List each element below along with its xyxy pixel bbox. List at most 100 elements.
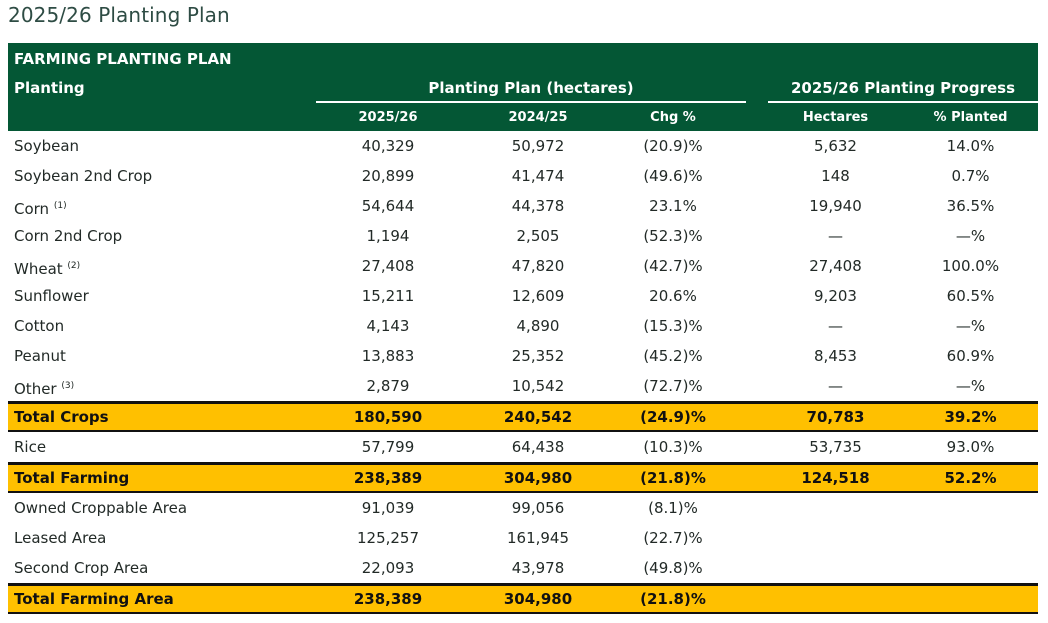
group-header-progress: 2025/26 Planting Progress [790,79,1016,97]
row-label-text: Wheat [14,260,63,278]
total-row: Total Farming Area 238,389 304,980 (21.8)% [8,583,1038,614]
row-label-text: Sunflower [14,287,89,305]
footnote-marker: (1) [53,201,67,211]
row-label-text: Total Farming [14,469,130,487]
planted-hectares: 9,203 [814,287,857,305]
row-label: Second Crop Area [14,553,148,583]
value-2025-26: 2,879 [366,377,410,395]
row-label-text: Owned Croppable Area [14,499,188,517]
row-label: Total Crops [14,404,109,430]
row-label-text: Peanut [14,347,66,365]
row-label-text: Total Farming Area [14,590,174,608]
total-row: Total Farming 238,389 304,980 (21.8)% 124,51… [8,462,1038,493]
table-row: Sunflower 15,211 12,609 20.6% 9,203 60.5% [8,281,1038,311]
value-2024-25: 50,972 [511,137,565,155]
footnote-marker: (2) [67,261,81,271]
row-label-text: Soybean 2nd Crop [14,167,153,185]
value-2024-25: 41,474 [511,167,565,185]
change-pct: (21.8)% [640,469,706,487]
value-2024-25: 47,820 [511,257,565,275]
value-2024-25: 99,056 [511,499,565,517]
change-pct: (8.1)% [648,499,698,517]
value-2024-25: 4,890 [516,317,560,335]
pct-planted: 100.0% [941,257,1000,275]
row-label-text: Corn [14,200,50,218]
row-label-text: Cotton [14,317,65,335]
change-pct: 20.6% [649,287,697,305]
row-label: Soybean [14,131,79,161]
row-label-text: Second Crop Area [14,559,149,577]
row-label-text: Rice [14,438,47,456]
row-label-text: Corn 2nd Crop [14,227,123,245]
pct-planted: —% [955,227,986,245]
change-pct: (20.9)% [643,137,703,155]
table-row: Soybean 2nd Crop 20,899 41,474 (49.6)% 148 0.… [8,161,1038,191]
planted-hectares: — [828,317,843,335]
change-pct: (21.8)% [640,590,706,608]
planted-hectares: 19,940 [809,197,862,215]
row-label: Rice [14,432,46,462]
row-label: Soybean 2nd Crop [14,161,152,191]
table-body: Soybean 40,329 50,972 (20.9)% 5,632 14.0% Soyb… [8,131,1038,614]
table-row: Cotton 4,143 4,890 (15.3)% — —% [8,311,1038,341]
value-2025-26: 91,039 [361,499,415,517]
pct-planted: 36.5% [946,197,995,215]
change-pct: (42.7)% [643,257,703,275]
change-pct: (24.9)% [640,408,706,426]
value-2025-26: 238,389 [353,469,423,487]
change-pct: (45.2)% [643,347,703,365]
planted-hectares: — [828,377,843,395]
value-2024-25: 44,378 [511,197,565,215]
value-2025-26: 20,899 [361,167,415,185]
row-label: Total Farming Area [14,586,174,612]
planted-hectares: 124,518 [801,469,870,487]
pct-planted: 52.2% [944,469,997,487]
table-row: Leased Area 125,257 161,945 (22.7)% [8,523,1038,553]
planted-hectares: 27,408 [809,257,862,275]
pct-planted: 93.0% [946,438,995,456]
row-label: Wheat (2) [14,251,80,284]
planted-hectares: 70,783 [806,408,865,426]
row-label-text: Leased Area [14,529,107,547]
column-header-pct-planted: % Planted [933,110,1008,125]
value-2025-26: 22,093 [361,559,415,577]
row-header-label: Planting [14,79,85,97]
value-2025-26: 238,389 [353,590,423,608]
value-2025-26: 40,329 [361,137,415,155]
value-2024-25: 161,945 [506,529,570,547]
table-row: Rice 57,799 64,438 (10.3)% 53,735 93.0% [8,432,1038,462]
row-label: Other (3) [14,371,74,404]
column-header-2025-26: 2025/26 [358,110,418,125]
value-2024-25: 25,352 [511,347,565,365]
row-label: Corn (1) [14,191,67,224]
table-row: Peanut 13,883 25,352 (45.2)% 8,453 60.9% [8,341,1038,371]
change-pct: (49.6)% [643,167,703,185]
footnote-marker: (3) [61,381,75,391]
change-pct: (10.3)% [643,438,703,456]
row-label: Total Farming [14,465,129,491]
value-2025-26: 4,143 [366,317,410,335]
value-2024-25: 12,609 [511,287,565,305]
planted-hectares: — [828,227,843,245]
planting-plan-table: FARMING PLANTING PLAN Planting Planting … [8,43,1038,614]
row-label: Peanut [14,341,66,371]
planted-hectares: 5,632 [814,137,857,155]
table-row: Soybean 40,329 50,972 (20.9)% 5,632 14.0% [8,131,1038,161]
table-row: Owned Croppable Area 91,039 99,056 (8.1)% [8,493,1038,523]
value-2025-26: 125,257 [356,529,420,547]
pct-planted: 14.0% [946,137,995,155]
column-header-2024-25: 2024/25 [508,110,568,125]
total-row: Total Crops 180,590 240,542 (24.9)% 70,783 39… [8,401,1038,432]
value-2025-26: 13,883 [361,347,415,365]
value-2025-26: 1,194 [366,227,410,245]
table-row: Second Crop Area 22,093 43,978 (49.8)% [8,553,1038,583]
row-label: Sunflower [14,281,89,311]
table-caption: FARMING PLANTING PLAN [14,50,232,68]
value-2025-26: 54,644 [361,197,415,215]
pct-planted: —% [955,377,986,395]
change-pct: (22.7)% [643,529,703,547]
change-pct: (49.8)% [643,559,703,577]
group-divider-plan [316,101,746,103]
change-pct: (15.3)% [643,317,703,335]
row-label-text: Soybean [14,137,80,155]
